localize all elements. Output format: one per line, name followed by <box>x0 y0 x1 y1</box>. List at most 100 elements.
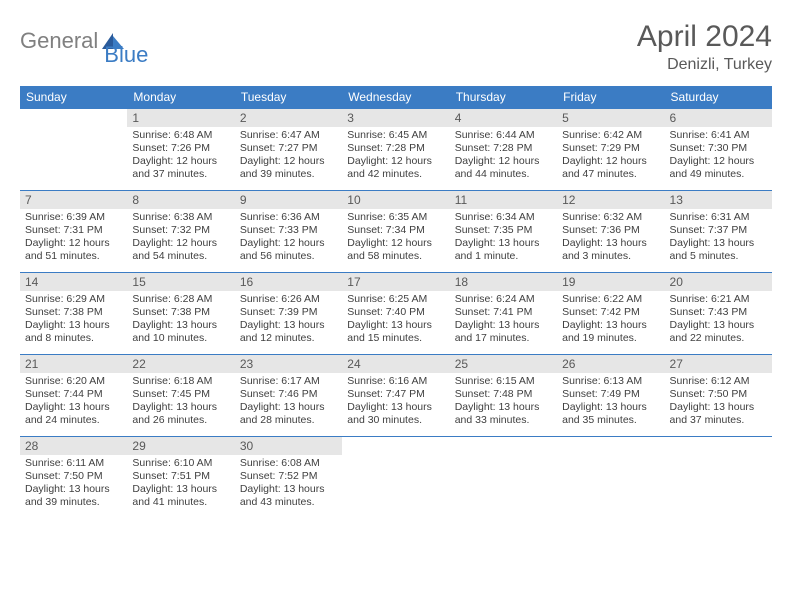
day-details: Sunrise: 6:17 AMSunset: 7:46 PMDaylight:… <box>235 373 342 432</box>
calendar-week: 28Sunrise: 6:11 AMSunset: 7:50 PMDayligh… <box>20 437 772 519</box>
day-details: Sunrise: 6:26 AMSunset: 7:39 PMDaylight:… <box>235 291 342 350</box>
day-line: Sunset: 7:33 PM <box>240 224 337 237</box>
day-line: Daylight: 12 hours <box>240 155 337 168</box>
logo-text-general: General <box>20 28 98 54</box>
day-header: Thursday <box>450 86 557 109</box>
day-number: 6 <box>665 109 772 127</box>
day-line: and 22 minutes. <box>670 332 767 345</box>
day-line: Sunrise: 6:24 AM <box>455 293 552 306</box>
calendar-cell: 17Sunrise: 6:25 AMSunset: 7:40 PMDayligh… <box>342 273 449 355</box>
day-line: Sunrise: 6:11 AM <box>25 457 122 470</box>
day-line: Sunset: 7:45 PM <box>132 388 229 401</box>
day-line: Sunset: 7:36 PM <box>562 224 659 237</box>
day-line: Daylight: 13 hours <box>25 319 122 332</box>
day-number: 12 <box>557 191 664 209</box>
calendar-cell: 8Sunrise: 6:38 AMSunset: 7:32 PMDaylight… <box>127 191 234 273</box>
day-number: 29 <box>127 437 234 455</box>
day-line: Sunset: 7:29 PM <box>562 142 659 155</box>
day-line: Daylight: 13 hours <box>455 319 552 332</box>
day-line: Daylight: 12 hours <box>347 237 444 250</box>
day-header-row: Sunday Monday Tuesday Wednesday Thursday… <box>20 86 772 109</box>
day-number: 21 <box>20 355 127 373</box>
day-line: Sunset: 7:27 PM <box>240 142 337 155</box>
day-line: Sunrise: 6:45 AM <box>347 129 444 142</box>
day-line: Sunset: 7:31 PM <box>25 224 122 237</box>
day-line: Daylight: 13 hours <box>240 483 337 496</box>
day-line: Daylight: 13 hours <box>240 401 337 414</box>
day-line: Sunset: 7:34 PM <box>347 224 444 237</box>
day-line: Sunrise: 6:38 AM <box>132 211 229 224</box>
calendar-cell: 7Sunrise: 6:39 AMSunset: 7:31 PMDaylight… <box>20 191 127 273</box>
day-line: and 44 minutes. <box>455 168 552 181</box>
day-line: Sunrise: 6:34 AM <box>455 211 552 224</box>
day-line: Daylight: 13 hours <box>347 319 444 332</box>
day-header: Monday <box>127 86 234 109</box>
calendar-cell: 3Sunrise: 6:45 AMSunset: 7:28 PMDaylight… <box>342 109 449 191</box>
day-details: Sunrise: 6:36 AMSunset: 7:33 PMDaylight:… <box>235 209 342 268</box>
calendar-cell: 14Sunrise: 6:29 AMSunset: 7:38 PMDayligh… <box>20 273 127 355</box>
calendar-cell: 26Sunrise: 6:13 AMSunset: 7:49 PMDayligh… <box>557 355 664 437</box>
calendar-cell: 29Sunrise: 6:10 AMSunset: 7:51 PMDayligh… <box>127 437 234 519</box>
day-line: Sunset: 7:47 PM <box>347 388 444 401</box>
day-line: Daylight: 13 hours <box>25 483 122 496</box>
day-number: 30 <box>235 437 342 455</box>
day-line: and 39 minutes. <box>25 496 122 509</box>
calendar-cell: 22Sunrise: 6:18 AMSunset: 7:45 PMDayligh… <box>127 355 234 437</box>
day-line: and 41 minutes. <box>132 496 229 509</box>
day-number: 1 <box>127 109 234 127</box>
day-line: Daylight: 13 hours <box>562 319 659 332</box>
day-line: and 58 minutes. <box>347 250 444 263</box>
day-line: Sunset: 7:32 PM <box>132 224 229 237</box>
day-details: Sunrise: 6:42 AMSunset: 7:29 PMDaylight:… <box>557 127 664 186</box>
day-line: Daylight: 12 hours <box>25 237 122 250</box>
day-line: Sunrise: 6:26 AM <box>240 293 337 306</box>
day-line: Daylight: 13 hours <box>240 319 337 332</box>
day-details: Sunrise: 6:13 AMSunset: 7:49 PMDaylight:… <box>557 373 664 432</box>
day-header: Saturday <box>665 86 772 109</box>
day-number: 22 <box>127 355 234 373</box>
day-details: Sunrise: 6:16 AMSunset: 7:47 PMDaylight:… <box>342 373 449 432</box>
day-line: Sunrise: 6:22 AM <box>562 293 659 306</box>
day-details: Sunrise: 6:12 AMSunset: 7:50 PMDaylight:… <box>665 373 772 432</box>
day-line: Sunrise: 6:39 AM <box>25 211 122 224</box>
day-line: Daylight: 12 hours <box>347 155 444 168</box>
day-line: Sunset: 7:35 PM <box>455 224 552 237</box>
day-number: 3 <box>342 109 449 127</box>
day-line: Daylight: 13 hours <box>347 401 444 414</box>
day-details: Sunrise: 6:45 AMSunset: 7:28 PMDaylight:… <box>342 127 449 186</box>
day-line: and 3 minutes. <box>562 250 659 263</box>
day-details: Sunrise: 6:48 AMSunset: 7:26 PMDaylight:… <box>127 127 234 186</box>
day-line: Sunrise: 6:16 AM <box>347 375 444 388</box>
day-number: 11 <box>450 191 557 209</box>
day-line: Daylight: 13 hours <box>132 483 229 496</box>
day-line: Sunset: 7:52 PM <box>240 470 337 483</box>
day-line: and 28 minutes. <box>240 414 337 427</box>
day-details: Sunrise: 6:18 AMSunset: 7:45 PMDaylight:… <box>127 373 234 432</box>
day-number: 15 <box>127 273 234 291</box>
day-line: and 5 minutes. <box>670 250 767 263</box>
day-line: Sunset: 7:50 PM <box>670 388 767 401</box>
day-line: Sunset: 7:39 PM <box>240 306 337 319</box>
day-line: Sunset: 7:28 PM <box>347 142 444 155</box>
day-line: and 35 minutes. <box>562 414 659 427</box>
day-number: 24 <box>342 355 449 373</box>
day-line: and 19 minutes. <box>562 332 659 345</box>
calendar: Sunday Monday Tuesday Wednesday Thursday… <box>20 86 772 519</box>
day-line: and 47 minutes. <box>562 168 659 181</box>
calendar-cell: 20Sunrise: 6:21 AMSunset: 7:43 PMDayligh… <box>665 273 772 355</box>
day-line: and 42 minutes. <box>347 168 444 181</box>
day-details: Sunrise: 6:31 AMSunset: 7:37 PMDaylight:… <box>665 209 772 268</box>
day-details: Sunrise: 6:44 AMSunset: 7:28 PMDaylight:… <box>450 127 557 186</box>
day-number: 20 <box>665 273 772 291</box>
day-line: Sunrise: 6:35 AM <box>347 211 444 224</box>
day-line: Sunset: 7:50 PM <box>25 470 122 483</box>
calendar-cell: 21Sunrise: 6:20 AMSunset: 7:44 PMDayligh… <box>20 355 127 437</box>
day-line: Sunrise: 6:47 AM <box>240 129 337 142</box>
day-details: Sunrise: 6:39 AMSunset: 7:31 PMDaylight:… <box>20 209 127 268</box>
day-line: Daylight: 13 hours <box>132 319 229 332</box>
day-line: Sunrise: 6:18 AM <box>132 375 229 388</box>
day-line: Daylight: 13 hours <box>670 237 767 250</box>
calendar-cell: 6Sunrise: 6:41 AMSunset: 7:30 PMDaylight… <box>665 109 772 191</box>
day-line: Daylight: 12 hours <box>562 155 659 168</box>
day-number: 13 <box>665 191 772 209</box>
